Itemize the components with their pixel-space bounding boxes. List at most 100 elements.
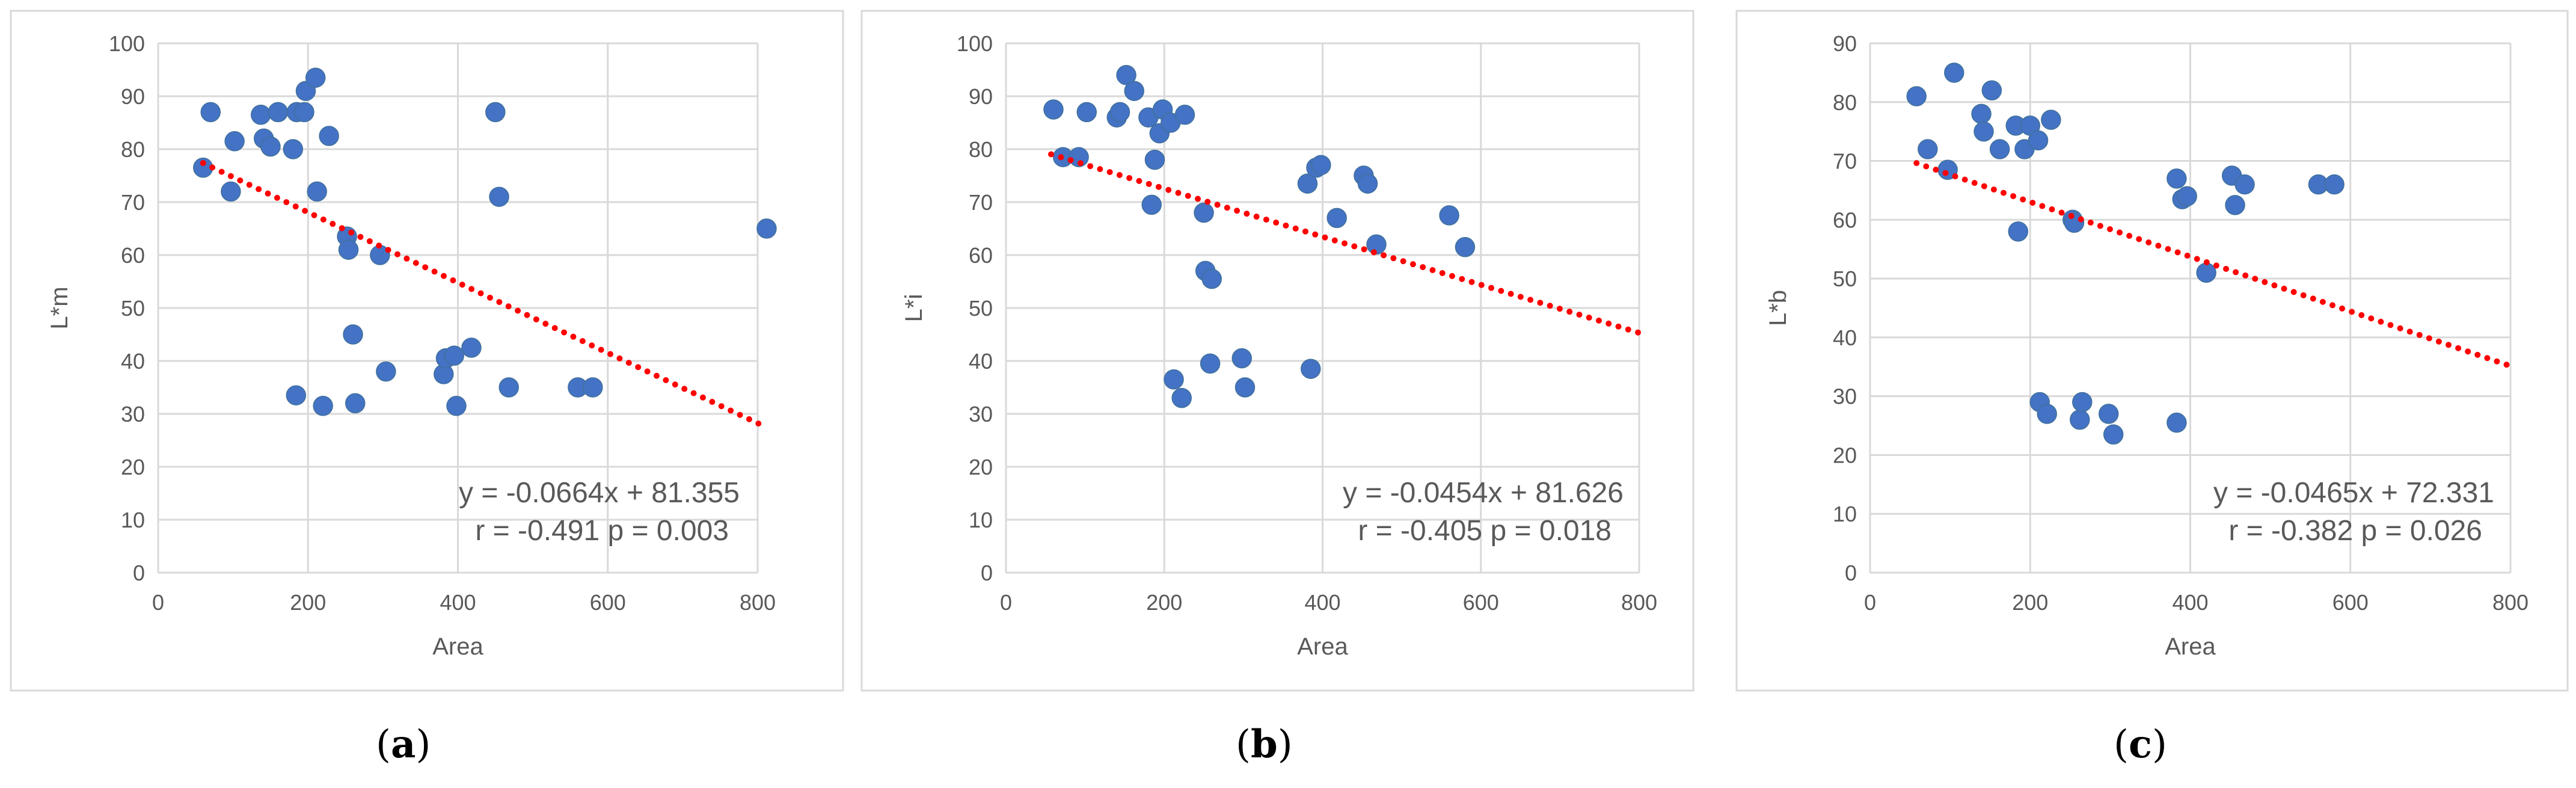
chart2-ytick-label: 10 xyxy=(969,508,993,532)
chart2-data-point xyxy=(1171,387,1192,408)
chart3-data-point xyxy=(2103,424,2124,445)
chart2-ytick-label: 80 xyxy=(969,137,993,162)
panel-label-b: (b) xyxy=(1236,722,1293,767)
chart3-data-point xyxy=(2225,195,2245,215)
chart2-y-axis-title: L*i xyxy=(901,294,927,322)
chart3-data-point xyxy=(2167,412,2187,433)
chart2-frame xyxy=(860,10,1694,692)
chart3-data-point xyxy=(2070,410,2090,430)
chart1-xtick-label: 800 xyxy=(740,590,776,615)
chart3-ytick-label: 50 xyxy=(1833,266,1857,291)
chart3-ytick-label: 20 xyxy=(1833,443,1857,467)
chart1-data-point xyxy=(260,136,281,157)
chart1-data-point xyxy=(268,102,289,123)
chart1-ytick-label: 70 xyxy=(121,190,145,215)
chart2-data-point xyxy=(1116,65,1136,85)
chart2-stats-label: r = -0.405 p = 0.018 xyxy=(1358,515,1612,547)
chart3-ytick-label: 80 xyxy=(1833,90,1857,115)
chart1-ytick-label: 20 xyxy=(121,455,145,479)
chart1-data-point xyxy=(498,377,519,398)
chart1-data-point xyxy=(446,396,467,416)
chart1-data-point xyxy=(250,105,271,125)
chart2-data-point xyxy=(1194,202,1214,223)
panel-label-a-open: ( xyxy=(376,722,391,767)
chart3-data-point xyxy=(2234,174,2255,195)
chart1-data-point xyxy=(338,239,359,260)
chart3-data-point xyxy=(2324,174,2344,195)
chart1-data-point xyxy=(313,396,333,416)
chart1-ytick-label: 90 xyxy=(121,84,145,109)
chart3-ytick-label: 30 xyxy=(1833,384,1857,409)
chart3-data-point xyxy=(2177,186,2197,206)
chart2-data-point xyxy=(1366,234,1387,255)
chart3-ytick-label: 0 xyxy=(1845,561,1857,585)
chart1-data-point xyxy=(294,102,314,123)
chart3-ytick-label: 10 xyxy=(1833,502,1857,526)
chart1-data-point xyxy=(583,377,603,398)
chart1-ytick-label: 60 xyxy=(121,243,145,268)
chart1-data-point xyxy=(343,324,363,345)
chart1-y-axis-title: L*m xyxy=(46,286,73,329)
chart1-ytick-label: 50 xyxy=(121,296,145,321)
chart1-ytick-label: 10 xyxy=(121,508,145,532)
chart2-data-point xyxy=(1069,147,1089,167)
chart2-ytick-label: 30 xyxy=(969,402,993,426)
chart1-data-point xyxy=(376,361,396,382)
chart1-ytick-label: 80 xyxy=(121,137,145,162)
chart3-xtick-label: 600 xyxy=(2332,590,2369,615)
chart2-data-point xyxy=(1326,208,1347,229)
chart1-ytick-label: 100 xyxy=(109,31,145,56)
chart3-data-point xyxy=(1971,103,1992,125)
chart2-data-point xyxy=(1439,205,1459,226)
chart2-equation-label: y = -0.0454x + 81.626 xyxy=(1343,477,1624,509)
chart2-ytick-label: 100 xyxy=(957,31,993,56)
panel-label-c-close: ) xyxy=(2151,722,2167,767)
chart3-data-point xyxy=(2098,404,2119,424)
chart3-x-axis-title: Area xyxy=(2165,633,2216,660)
chart2-ytick-label: 50 xyxy=(969,296,993,321)
chart3-data-point xyxy=(2028,130,2049,151)
panel-label-a-close: ) xyxy=(416,722,431,767)
chart1-data-point xyxy=(283,139,304,159)
chart2-ytick-label: 20 xyxy=(969,455,993,479)
chart1-data-point xyxy=(444,345,465,366)
chart1-ytick-label: 30 xyxy=(121,402,145,426)
chart2-data-point xyxy=(1200,353,1221,374)
chart2-data-point xyxy=(1455,237,1476,257)
panel-label-b-close: ) xyxy=(1277,722,1293,767)
chart2-xtick-label: 200 xyxy=(1146,590,1182,615)
chart2-xtick-label: 0 xyxy=(1000,590,1012,615)
chart1-data-point xyxy=(489,186,509,207)
chart1-data-point xyxy=(200,102,221,123)
chart3-data-point xyxy=(1906,86,1927,106)
chart2-xtick-label: 600 xyxy=(1463,590,1499,615)
chart2-ytick-label: 0 xyxy=(981,561,993,585)
chart2-data-point xyxy=(1144,149,1165,170)
chart2-data-point xyxy=(1124,81,1144,101)
chart2-trendline xyxy=(1048,151,1642,336)
chart1-data-point xyxy=(286,385,307,405)
chart2-xtick-label: 800 xyxy=(1621,590,1657,615)
chart2-data-point xyxy=(1357,173,1378,194)
chart1-data-point xyxy=(221,181,241,202)
chart3-xtick-label: 200 xyxy=(2012,590,2048,615)
chart1-data-point xyxy=(485,102,506,123)
chart1-data-point xyxy=(461,337,482,358)
chart1-xtick-label: 400 xyxy=(440,590,476,615)
chart3-ytick-label: 90 xyxy=(1833,31,1857,56)
chart2-data-point xyxy=(1311,155,1331,176)
chart3-trendline xyxy=(1913,160,2513,369)
chart3-data-point xyxy=(2041,109,2061,130)
panel-label-c-open: ( xyxy=(2114,722,2129,767)
chart1-ytick-label: 40 xyxy=(121,349,145,374)
chart1-data-point xyxy=(305,67,326,88)
chart2-data-point xyxy=(1297,173,1318,194)
chart2-data-point xyxy=(1164,369,1184,390)
chart3-stats-label: r = -0.382 p = 0.026 xyxy=(2228,515,2482,547)
chart3-ytick-label: 70 xyxy=(1833,149,1857,174)
chart2-ytick-label: 70 xyxy=(969,190,993,215)
chart3-ytick-label: 60 xyxy=(1833,208,1857,232)
chart3-data-point xyxy=(1944,63,1964,83)
chart3-xtick-label: 0 xyxy=(1864,590,1876,615)
